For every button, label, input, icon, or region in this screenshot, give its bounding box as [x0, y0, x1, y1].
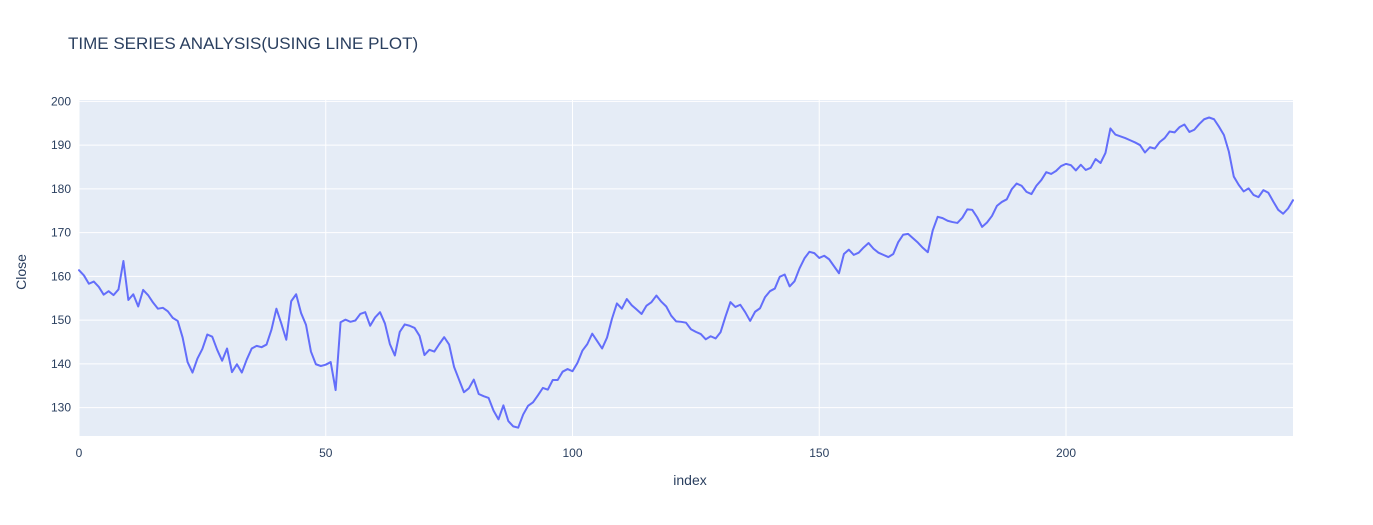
x-tick-label: 0	[76, 446, 83, 460]
x-tick-label: 50	[319, 446, 333, 460]
y-tick-label: 150	[51, 313, 71, 327]
x-axis-title: index	[673, 472, 706, 488]
x-tick-label: 200	[1056, 446, 1076, 460]
y-tick-label: 160	[51, 269, 71, 283]
chart-title: TIME SERIES ANALYSIS(USING LINE PLOT)	[68, 34, 418, 53]
y-tick-label: 170	[51, 226, 71, 240]
close-series-line[interactable]	[78, 116, 1294, 429]
y-axis-title: Close	[13, 254, 29, 290]
y-tick-label: 200	[51, 94, 71, 108]
plot-area[interactable]	[79, 100, 1293, 436]
y-tick-label: 190	[51, 138, 71, 152]
y-tick-label: 130	[51, 401, 71, 415]
x-tick-label: 100	[562, 446, 582, 460]
x-tick-label: 150	[809, 446, 829, 460]
y-tick-label: 140	[51, 357, 71, 371]
y-tick-label: 180	[51, 182, 71, 196]
